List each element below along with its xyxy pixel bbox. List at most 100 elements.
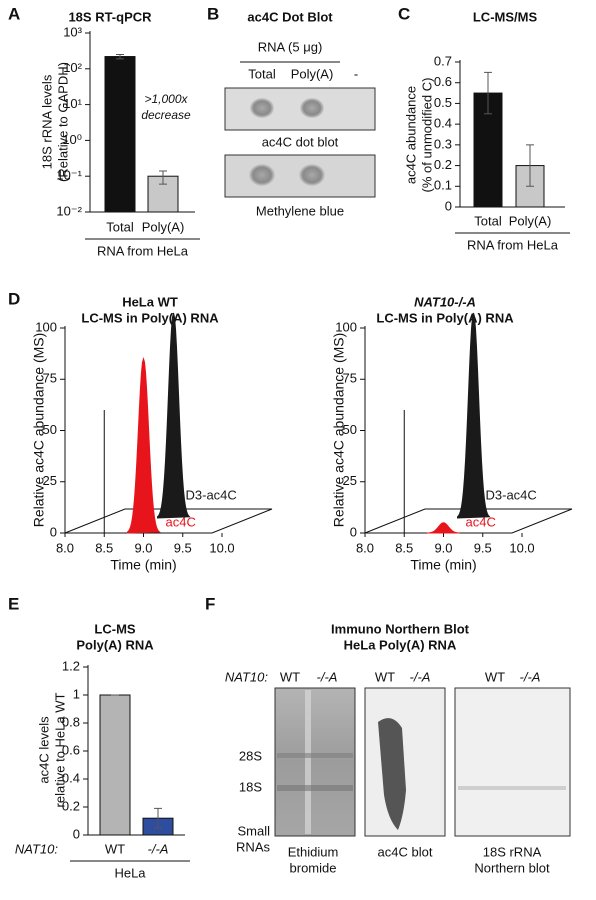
blot-dot bbox=[249, 164, 275, 186]
y-tick-label: 25 bbox=[43, 473, 57, 488]
blot-caption: ac4C dot blot bbox=[262, 134, 339, 149]
x-tick-label: WT bbox=[105, 841, 125, 856]
x-tick-label: Poly(A) bbox=[142, 219, 185, 234]
x-tick-label: 10.0 bbox=[509, 540, 534, 555]
row-label: NAT10: bbox=[15, 841, 58, 856]
y-tick-label: 1 bbox=[73, 686, 80, 701]
y-tick-label: 0.2 bbox=[62, 798, 80, 813]
y-tick-label: 0.2 bbox=[434, 157, 452, 172]
blot-dot bbox=[299, 164, 325, 186]
y-axis-label: (Relative to GAPDH) bbox=[55, 62, 70, 182]
bar bbox=[99, 694, 131, 836]
blot-caption: Ethidium bbox=[288, 844, 339, 859]
panel-title: Immuno Northern Blot bbox=[331, 621, 470, 636]
y-axis-label: ac4C levels bbox=[36, 716, 51, 784]
blot-dot bbox=[300, 98, 324, 118]
error-bar bbox=[526, 144, 534, 187]
y-tick-label: 0.4 bbox=[434, 116, 452, 131]
blot-caption: Methylene blue bbox=[256, 203, 344, 218]
y-tick-label: 10³ bbox=[63, 24, 82, 39]
x-tick-label: 8.0 bbox=[56, 540, 74, 555]
panel-title: ac4C Dot Blot bbox=[247, 9, 333, 24]
y-tick-label: 0.4 bbox=[62, 770, 80, 785]
y-tick-label: 75 bbox=[343, 371, 357, 386]
row-label: NAT10: bbox=[225, 669, 268, 684]
peak bbox=[127, 356, 161, 534]
blot-image bbox=[224, 87, 376, 131]
y-tick-label: 10⁻² bbox=[56, 203, 82, 218]
group-label: RNA from HeLa bbox=[467, 237, 559, 252]
series-label: D3-ac4C bbox=[486, 487, 537, 502]
chart-title: Poly(A) RNA bbox=[76, 637, 154, 652]
x-tick-label: 8.5 bbox=[95, 540, 113, 555]
amount-label: RNA (5 μg) bbox=[258, 39, 323, 54]
blot-caption: 18S rRNA bbox=[483, 844, 542, 859]
floor bbox=[364, 508, 573, 534]
error-bar bbox=[159, 170, 167, 185]
y-tick-label: 75 bbox=[43, 371, 57, 386]
chart-title: NAT10-/-A bbox=[414, 294, 476, 309]
blot-dot bbox=[250, 98, 274, 118]
blot-image bbox=[454, 687, 571, 837]
y-axis-label: Relative ac4C abundance (MS) bbox=[31, 333, 47, 528]
panel-label: F bbox=[205, 594, 215, 613]
lane-label: WT bbox=[485, 669, 505, 684]
column-label: - bbox=[354, 66, 358, 81]
y-tick-label: 10¹ bbox=[63, 96, 82, 111]
series-label: ac4C bbox=[166, 514, 196, 529]
dot-blot-panel: ac4C Dot Blot RNA (5 μg) Total Poly(A) -… bbox=[224, 9, 376, 218]
y-axis-label: 18S rRNA levels bbox=[39, 74, 54, 169]
y-tick-label: 10⁰ bbox=[62, 132, 82, 147]
northern-blot-panel: Immuno Northern Blot HeLa Poly(A) RNA NA… bbox=[225, 621, 571, 875]
blot-band bbox=[277, 753, 353, 758]
x-tick-label: 9.0 bbox=[434, 540, 452, 555]
y-tick-label: 0.6 bbox=[62, 742, 80, 757]
marker-label: 28S bbox=[239, 748, 262, 763]
x-tick-label: 9.0 bbox=[134, 540, 152, 555]
chart-title: 18S RT-qPCR bbox=[68, 9, 152, 24]
lane-label: WT bbox=[375, 669, 395, 684]
x-tick-label: 10.0 bbox=[209, 540, 234, 555]
y-tick-label: 1.2 bbox=[62, 658, 80, 673]
column-label: Poly(A) bbox=[291, 66, 334, 81]
error-bar bbox=[484, 71, 492, 115]
blot-caption: Northern blot bbox=[474, 860, 550, 875]
y-tick-label: 0.3 bbox=[434, 136, 452, 151]
marker-label: RNAs bbox=[236, 839, 270, 854]
panel-title: HeLa Poly(A) RNA bbox=[344, 637, 457, 652]
y-tick-label: 0.8 bbox=[62, 714, 80, 729]
chart-title: LC-MS/MS bbox=[473, 9, 538, 24]
error-bar bbox=[116, 54, 124, 60]
lane-label: -/-A bbox=[520, 669, 541, 684]
blot-image bbox=[364, 687, 446, 837]
x-tick-label: Total bbox=[106, 219, 134, 234]
y-tick-label: 0.6 bbox=[434, 74, 452, 89]
group-label: HeLa bbox=[114, 865, 146, 880]
y-tick-label: 0 bbox=[445, 198, 452, 213]
series-label: ac4C bbox=[466, 514, 496, 529]
error-bar bbox=[154, 807, 162, 829]
y-axis-label: (% of unmodified C) bbox=[419, 78, 434, 193]
annotation: >1,000x bbox=[144, 92, 188, 106]
chart-title: LC-MS bbox=[94, 621, 135, 636]
lane-label: -/-A bbox=[317, 669, 338, 684]
peak bbox=[157, 312, 191, 519]
lane-label: -/-A bbox=[410, 669, 431, 684]
column-label: Total bbox=[248, 66, 276, 81]
y-tick-label: 50 bbox=[343, 422, 357, 437]
blot-lane bbox=[305, 690, 311, 834]
y-tick-label: 0 bbox=[50, 524, 57, 539]
y-tick-label: 10⁻¹ bbox=[56, 168, 82, 183]
y-tick-label: 0 bbox=[350, 524, 357, 539]
bar bbox=[104, 56, 136, 213]
blot-smear bbox=[378, 718, 406, 830]
group-label: RNA from HeLa bbox=[97, 243, 189, 258]
y-tick-label: 0.5 bbox=[434, 95, 452, 110]
x-axis-label: Time (min) bbox=[410, 557, 476, 573]
chart-title: LC-MS in Poly(A) RNA bbox=[376, 310, 514, 325]
blot-caption: bromide bbox=[290, 860, 337, 875]
panel-label: B bbox=[207, 4, 219, 23]
x-tick-label: 8.5 bbox=[395, 540, 413, 555]
blot-band bbox=[458, 786, 566, 790]
